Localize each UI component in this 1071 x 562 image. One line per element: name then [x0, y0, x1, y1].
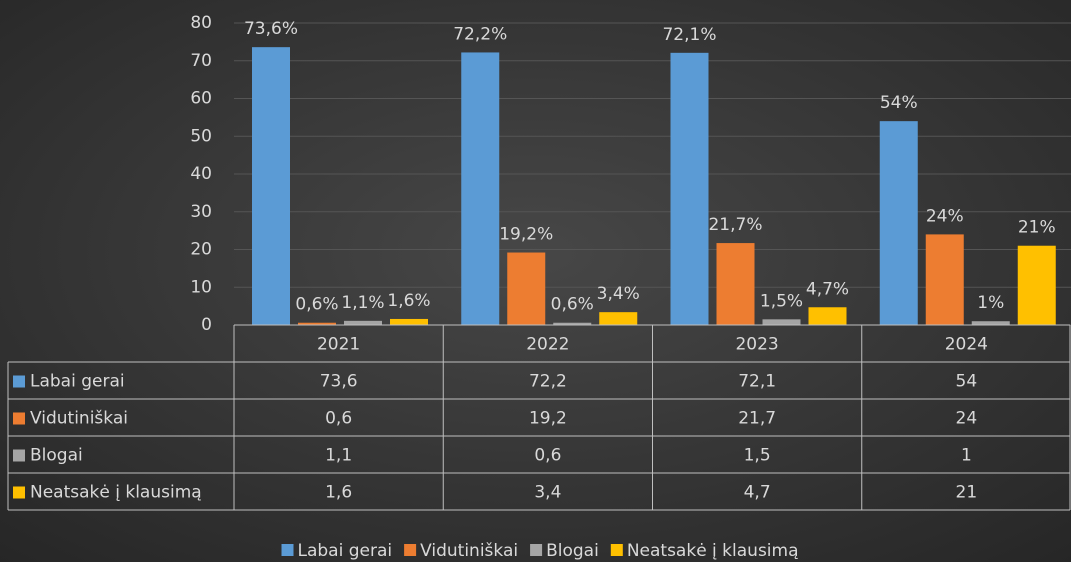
y-tick-label: 50	[190, 126, 212, 146]
data-label: 21%	[1018, 218, 1056, 238]
data-label: 72,2%	[453, 24, 507, 44]
bar	[298, 322, 336, 325]
data-label: 0,6%	[295, 295, 338, 315]
x-tick-label: 2022	[526, 335, 569, 355]
legend-swatch	[404, 544, 417, 556]
table-cell: 0,6	[325, 409, 352, 429]
row-label: Vidutiniškai	[30, 409, 128, 429]
data-label: 19,2%	[499, 225, 553, 245]
legend-swatch	[13, 412, 25, 425]
data-label: 1,6%	[387, 291, 430, 311]
legend-swatch	[610, 544, 623, 556]
y-tick-label: 60	[190, 89, 212, 109]
data-label: 0,6%	[551, 295, 594, 315]
bar	[925, 234, 964, 325]
data-label: 24%	[926, 206, 964, 226]
table-cell: 72,2	[529, 372, 567, 392]
table-cell: 1	[961, 446, 972, 466]
legend-label: Labai gerai	[298, 541, 393, 561]
y-tick-label: 70	[190, 51, 212, 71]
bar	[879, 121, 918, 326]
data-label: 1%	[977, 293, 1004, 313]
x-tick-label: 2023	[735, 335, 778, 355]
bar	[762, 319, 801, 325]
legend-label: Neatsakė į klausimą	[627, 541, 799, 561]
bar	[971, 321, 1010, 325]
legend-label: Vidutiniškai	[420, 541, 518, 561]
table-cell: 21	[956, 483, 978, 503]
legend-label: Blogai	[546, 541, 599, 561]
data-label: 1,1%	[341, 293, 384, 313]
bar	[808, 307, 847, 325]
data-label: 73,6%	[244, 19, 298, 39]
data-label: 21,7%	[708, 215, 762, 235]
table-cell: 19,2	[529, 409, 567, 429]
data-label: 3,4%	[597, 284, 640, 304]
table-cell: 73,6	[320, 372, 358, 392]
table-cell: 0,6	[534, 446, 561, 466]
data-label: 72,1%	[662, 25, 716, 45]
data-label: 54%	[880, 93, 918, 113]
bar	[461, 52, 500, 325]
row-label: Neatsakė į klausimą	[30, 483, 202, 503]
table-cell: 3,4	[534, 483, 561, 503]
y-tick-label: 80	[190, 13, 212, 33]
table-cell: 1,6	[325, 483, 352, 503]
x-tick-label: 2024	[945, 335, 988, 355]
row-label: Labai gerai	[30, 372, 125, 392]
table-cell: 54	[956, 372, 978, 392]
bar	[670, 52, 709, 325]
table-cell: 1,1	[325, 446, 352, 466]
data-label: 4,7%	[806, 279, 849, 299]
bar	[507, 252, 546, 325]
y-tick-label: 0	[201, 315, 212, 335]
bar	[599, 312, 638, 325]
legend-swatch	[13, 375, 25, 388]
row-label: Blogai	[30, 446, 83, 466]
table-cell: 24	[956, 409, 978, 429]
table-cell: 21,7	[738, 409, 776, 429]
table-cell: 1,5	[744, 446, 771, 466]
bar	[390, 318, 428, 325]
bar	[1017, 245, 1056, 325]
bar	[344, 320, 382, 325]
bar	[716, 243, 755, 325]
y-tick-label: 30	[190, 202, 212, 222]
table-cell: 4,7	[744, 483, 771, 503]
legend-swatch	[13, 449, 25, 462]
x-tick-label: 2021	[317, 335, 360, 355]
legend-swatch	[530, 544, 543, 556]
legend-swatch	[13, 486, 25, 499]
table-cell: 72,1	[738, 372, 776, 392]
data-label: 1,5%	[760, 291, 803, 311]
y-tick-label: 40	[190, 164, 212, 184]
y-tick-label: 20	[190, 240, 212, 260]
legend-swatch	[281, 544, 294, 556]
bar	[553, 322, 592, 325]
y-tick-label: 10	[190, 277, 212, 297]
bar	[252, 47, 290, 325]
